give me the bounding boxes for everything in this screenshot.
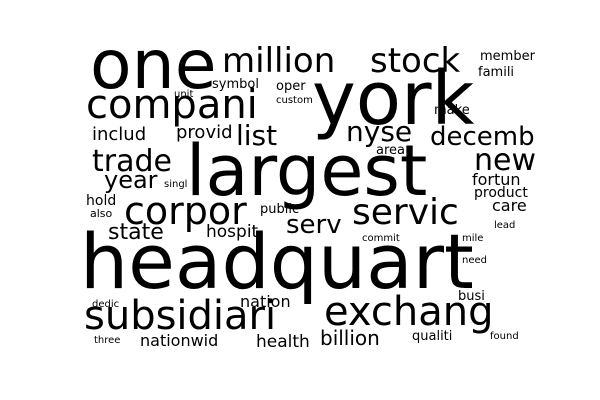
word: new: [474, 143, 537, 178]
word: exchang: [324, 289, 494, 335]
word: nation: [240, 292, 291, 311]
word: fortun: [472, 170, 521, 189]
word: make: [434, 103, 470, 118]
word: includ: [92, 124, 147, 145]
word: one: [90, 26, 217, 105]
word: nyse: [346, 115, 413, 148]
word: member: [480, 49, 535, 64]
word: decemb: [430, 122, 535, 152]
word: list: [236, 119, 278, 152]
word: stock: [370, 41, 461, 81]
word: custom: [276, 95, 313, 106]
word: servic: [352, 192, 459, 233]
word: year: [104, 166, 158, 194]
word: serv: [286, 210, 342, 240]
word: need: [462, 255, 487, 266]
word: qualiti: [412, 329, 453, 344]
word: commit: [362, 233, 400, 244]
word: three: [94, 335, 121, 346]
word: area: [376, 143, 405, 158]
word: state: [108, 220, 164, 245]
word: busi: [458, 289, 485, 304]
word: lead: [494, 220, 516, 231]
word: compani: [86, 82, 258, 128]
word: oper: [276, 79, 306, 94]
word: also: [90, 207, 113, 220]
word: care: [492, 196, 527, 215]
word: symbol: [212, 77, 259, 92]
word: subsidiari: [84, 293, 277, 339]
word: mile: [462, 233, 484, 244]
word: hospit: [206, 222, 259, 242]
word: public: [260, 202, 300, 217]
word: unit: [174, 89, 194, 100]
word: york: [312, 56, 475, 142]
word: headquart: [80, 217, 474, 306]
word: found: [490, 331, 519, 342]
word: corpor: [124, 189, 247, 233]
word: trade: [92, 144, 172, 179]
word: health: [256, 332, 310, 352]
word: provid: [176, 122, 233, 143]
word: famili: [478, 65, 515, 80]
word: largest: [186, 130, 428, 212]
word: billion: [320, 326, 380, 350]
word: dedic: [92, 299, 120, 310]
word: product: [474, 185, 528, 201]
word: hold: [86, 193, 117, 209]
word: nationwid: [140, 331, 219, 350]
word: singl: [164, 179, 188, 190]
word: million: [222, 41, 336, 81]
